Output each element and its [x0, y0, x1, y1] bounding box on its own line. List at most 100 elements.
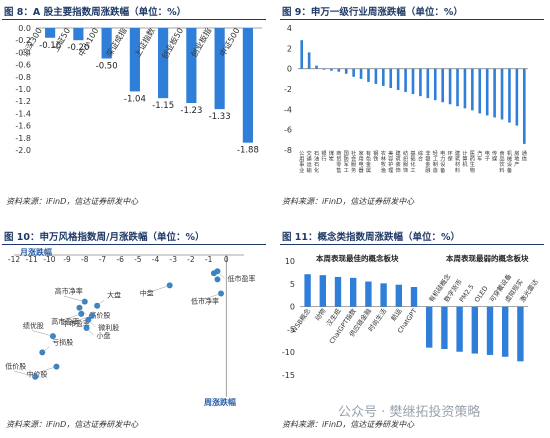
fig9-bar: [307, 52, 311, 69]
fig9-category-label: 非银金融: [425, 149, 431, 174]
fig9-bar: [441, 68, 444, 103]
fig9-source: 资料来源：iFinD，信达证券研发中心: [282, 197, 415, 206]
fig10-leader: [42, 346, 50, 353]
fig9-ytick: -2: [284, 85, 292, 94]
fig9-panel: 图 9：申万一级行业周涨跌幅（单位：%） 4 2 0 -2 -4 -6 -8 公用事业 交通运输…: [278, 0, 550, 215]
fig8-panel: 图 8：A 股主要指数周涨跌幅（单位：%） 0.0 -0.2 -0.4 -0.6 -0.…: [0, 0, 270, 215]
fig10-x-title: 月涨跌幅: [19, 247, 52, 257]
fig11-bar: [517, 306, 524, 362]
fig11-panel: 图 11：概念类指数周涨跌幅（单位：%） 本周表现最佳的概念板块 本周表现最弱的…: [278, 225, 550, 438]
fig8-bar: [129, 28, 140, 92]
fig10-xtick: -12: [8, 255, 20, 264]
fig10-xtick: -7: [99, 255, 107, 264]
fig10-leader: [35, 366, 57, 374]
fig9-bar: [367, 68, 370, 82]
fig9-bar: [359, 68, 363, 79]
fig8-value-label: -0.50: [96, 62, 118, 72]
fig10-point-label: 微利股: [98, 323, 119, 332]
fig10-leader: [88, 319, 96, 328]
fig10-chart: -12 -11 -10 -9 -8 -7 -6 -5 -4 -3 -2 -1 0月涨跌幅周涨跌幅高市净率…: [5, 247, 255, 407]
fig9-category-label: 房地产: [514, 149, 519, 168]
fig8-value-label: -0.20: [67, 43, 89, 53]
fig10-leader: [60, 313, 82, 322]
fig9-bar: [485, 68, 489, 116]
fig10-source: 资料来源：iFinD，信达证券研发中心: [6, 420, 139, 429]
fig8-chart: 0.0 -0.2 -0.4 -0.6 -0.8 -1.0 -1.2 -1.4 -1.6 -1.8 -…: [15, 24, 262, 156]
fig8-value-label: -1.15: [152, 101, 174, 111]
fig10-leader: [86, 327, 94, 336]
fig10-point-label: 小盘: [97, 331, 111, 340]
fig9-category-label: 钢铁: [373, 149, 378, 163]
fig9-category-label: 建筑材料: [455, 149, 461, 174]
fig9-bar: [493, 68, 496, 118]
fig10-xtick: -2: [187, 255, 195, 264]
fig9-category-label: 轻工制造: [433, 149, 439, 174]
fig10-point: [32, 373, 39, 380]
fig9-ytick: 4: [287, 24, 292, 33]
fig10-point-label: 低市盈率: [227, 274, 255, 283]
fig10-leader: [96, 299, 105, 306]
fig9-bar: [315, 65, 318, 69]
fig8-value-label: -1.88: [237, 146, 259, 156]
fig9-ytick: 0: [287, 65, 292, 74]
fig9-bar: [396, 68, 400, 91]
fig9-category-label: 有色金属: [366, 149, 372, 174]
fig8-value-label: -1.33: [209, 112, 231, 122]
fig10-xtick: -9: [63, 255, 71, 264]
fig10-xtick: 0: [224, 255, 229, 264]
fig8-ytick: -1.4: [15, 109, 31, 118]
fig10-xtick: -8: [81, 255, 89, 264]
fig9-category-label: 社会服务: [351, 149, 357, 174]
fig9-category-label: 美容护理: [388, 149, 394, 174]
fig9-bar: [322, 68, 326, 70]
fig11-right-note: 本周表现最弱的概念板块: [446, 254, 529, 263]
fig8-ytick: -1.8: [15, 134, 31, 143]
fig9-bar: [374, 68, 378, 84]
fig9-category-label: 煤炭: [329, 149, 334, 163]
fig10-point-label: 低市净率: [191, 297, 219, 306]
fig10-point: [53, 363, 60, 370]
fig10-point-label: 大盘: [107, 291, 121, 300]
fig10-xtick: -3: [169, 255, 177, 264]
fig10-point-label: 低价股: [5, 362, 26, 371]
fig8-ytick: -1.0: [15, 85, 31, 94]
fig9-ytick: -4: [284, 105, 292, 114]
fig9-category-label: 传媒: [492, 149, 498, 163]
fig9-bar: [426, 68, 430, 99]
fig9-bar: [411, 68, 415, 95]
fig10-point: [210, 270, 217, 277]
fig11-bar: [486, 306, 494, 355]
fig9-category-label: 电力设备: [440, 149, 446, 174]
fig11-bar: [304, 274, 311, 307]
fig10-rule: [2, 244, 266, 245]
fig9-ytick: 2: [287, 44, 292, 53]
fig9-category-label: 食品饮料: [499, 149, 505, 174]
fig8-value-label: -1.23: [180, 106, 202, 116]
fig9-chart: 4 2 0 -2 -4 -6 -8 公用事业交通运输石油石化银行煤炭商贸零售国防军工社会服务家…: [284, 24, 528, 174]
fig9-bar: [508, 68, 511, 123]
fig11-rule: [280, 244, 544, 245]
fig9-bar: [419, 68, 422, 97]
fig11-left-note: 本周表现最佳的概念板块: [316, 254, 399, 263]
fig11-category-label: 动物: [313, 306, 328, 322]
fig10-leader: [79, 307, 87, 315]
fig9-title: 图 9：申万一级行业周涨跌幅（单位：%）: [282, 7, 463, 18]
fig9-bar: [500, 68, 504, 120]
fig10-point-label: 亏损股: [52, 337, 73, 346]
fig11-source: 资料来源：iFinD，信达证券研发中心: [282, 420, 415, 429]
fig11-bar: [456, 306, 463, 352]
fig9-rule: [280, 19, 544, 20]
fig9-category-label: 建筑装饰: [396, 149, 402, 174]
fig8-value-label: -0.16: [39, 41, 61, 51]
fig10-y-title: 周涨跌幅: [204, 397, 236, 407]
fig10-leader: [148, 285, 170, 293]
fig9-category-label: 医药生物: [470, 150, 475, 174]
fig11-bar: [350, 277, 357, 307]
fig11-ytick: -15: [282, 371, 295, 380]
fig9-bar: [463, 68, 467, 109]
fig9-category-label: 基础化工: [410, 149, 416, 174]
fig11-ytick: 10: [285, 257, 295, 266]
fig8-value-label: -1.04: [124, 94, 146, 104]
fig8-bar: [214, 28, 225, 110]
